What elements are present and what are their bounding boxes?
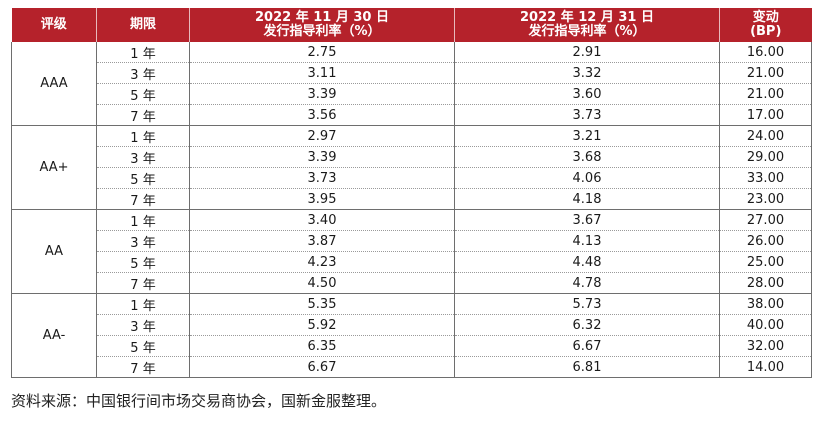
nov-rate-cell: 4.23	[189, 251, 455, 273]
header-nov-rate: 2022 年 11 月 30 日发行指导利率（%）	[189, 8, 455, 42]
term-cell: 3 年	[96, 146, 190, 168]
table-row: AA+ 1 年 2.97 3.21 24.00	[11, 125, 812, 210]
change-cell: 23.00	[719, 188, 812, 210]
change-cell: 16.00	[719, 42, 812, 63]
rating-cell: AA+	[11, 125, 97, 210]
nov-rate-cell: 3.56	[189, 104, 455, 126]
table-row: AAA 1 年 2.75 2.91 16.00	[11, 42, 812, 126]
change-cell: 32.00	[719, 335, 812, 357]
nov-rate-cell: 2.97	[189, 125, 455, 147]
term-cell: 5 年	[96, 251, 190, 273]
change-cell: 40.00	[719, 314, 812, 336]
rating-cell: AAA	[11, 42, 97, 126]
table-row: 5 年 4.23 4.48 25.00	[12, 251, 812, 273]
nov-rate-cell: 5.35	[189, 293, 455, 315]
dec-rate-cell: 2.91	[454, 42, 720, 63]
term-cell: 7 年	[96, 272, 190, 294]
change-cell: 21.00	[719, 62, 812, 84]
nov-rate-cell: 3.39	[189, 83, 455, 105]
term-cell: 5 年	[96, 167, 190, 189]
rating-cell: AA-	[11, 293, 97, 378]
term-cell: 5 年	[96, 335, 190, 357]
dec-rate-cell: 6.67	[454, 335, 720, 357]
nov-rate-cell: 3.39	[189, 146, 455, 168]
change-cell: 21.00	[719, 83, 812, 105]
term-cell: 5 年	[96, 83, 190, 105]
nov-rate-cell: 3.95	[189, 188, 455, 210]
change-cell: 14.00	[719, 356, 812, 378]
change-cell: 33.00	[719, 167, 812, 189]
nov-rate-cell: 6.67	[189, 356, 455, 378]
table-body: AAA 1 年 2.75 2.91 16.00 3 年 3.11 3.32 21.00 5 年 3.…	[11, 42, 812, 378]
dec-rate-cell: 4.06	[454, 167, 720, 189]
term-cell: 1 年	[96, 125, 190, 147]
table-row: 7 年 4.50 4.78 28.00	[12, 272, 812, 294]
table-row: AA- 1 年 5.35 5.73 38.00	[11, 293, 812, 378]
change-cell: 38.00	[719, 293, 812, 315]
change-cell: 25.00	[719, 251, 812, 273]
table-row: 7 年 3.56 3.73 17.00	[12, 104, 812, 126]
dec-rate-cell: 4.78	[454, 272, 720, 294]
dec-rate-cell: 4.13	[454, 230, 720, 252]
dec-rate-cell: 3.32	[454, 62, 720, 84]
rate-table: 评级 期限 2022 年 11 月 30 日发行指导利率（%） 2022 年 1…	[11, 8, 812, 378]
header-change: 变动 (BP)	[719, 8, 812, 42]
dec-rate-cell: 6.81	[454, 356, 720, 378]
term-cell: 3 年	[96, 230, 190, 252]
nov-rate-cell: 4.50	[189, 272, 455, 294]
source-note: 资料来源：中国银行间市场交易商协会，国新金服整理。	[11, 392, 387, 410]
change-cell: 29.00	[719, 146, 812, 168]
nov-rate-cell: 2.75	[189, 42, 455, 63]
nov-rate-cell: 3.87	[189, 230, 455, 252]
table-row: AA 1 年 3.40 3.67 27.00	[11, 209, 812, 294]
change-cell: 27.00	[719, 209, 812, 231]
nov-rate-cell: 3.11	[189, 62, 455, 84]
dec-rate-cell: 3.60	[454, 83, 720, 105]
nov-rate-cell: 3.73	[189, 167, 455, 189]
header-rating: 评级	[11, 8, 97, 42]
table-row: 5 年 6.35 6.67 32.00	[12, 335, 812, 357]
change-cell: 26.00	[719, 230, 812, 252]
dec-rate-cell: 3.21	[454, 125, 720, 147]
change-cell: 17.00	[719, 104, 812, 126]
header-dec-rate: 2022 年 12 月 31 日发行指导利率（%）	[454, 8, 720, 42]
term-cell: 7 年	[96, 188, 190, 210]
dec-rate-cell: 3.73	[454, 104, 720, 126]
nov-rate-cell: 3.40	[189, 209, 455, 231]
change-cell: 24.00	[719, 125, 812, 147]
term-cell: 3 年	[96, 314, 190, 336]
table-row: 5 年 3.73 4.06 33.00	[12, 167, 812, 189]
dec-rate-cell: 5.73	[454, 293, 720, 315]
rating-cell: AA	[11, 209, 97, 294]
dec-rate-cell: 3.67	[454, 209, 720, 231]
header-term: 期限	[96, 8, 190, 42]
table-row: 3 年 3.87 4.13 26.00	[12, 230, 812, 252]
nov-rate-cell: 6.35	[189, 335, 455, 357]
table-row: 3 年 3.11 3.32 21.00	[12, 62, 812, 84]
dec-rate-cell: 6.32	[454, 314, 720, 336]
table-header: 评级 期限 2022 年 11 月 30 日发行指导利率（%） 2022 年 1…	[11, 8, 812, 42]
table-row: 7 年 6.67 6.81 14.00	[12, 356, 812, 378]
change-cell: 28.00	[719, 272, 812, 294]
term-cell: 1 年	[96, 42, 190, 63]
dec-rate-cell: 4.48	[454, 251, 720, 273]
term-cell: 3 年	[96, 62, 190, 84]
term-cell: 1 年	[96, 209, 190, 231]
table-row: 3 年 5.92 6.32 40.00	[12, 314, 812, 336]
nov-rate-cell: 5.92	[189, 314, 455, 336]
table-row: 3 年 3.39 3.68 29.00	[12, 146, 812, 168]
table-row: 7 年 3.95 4.18 23.00	[12, 188, 812, 210]
term-cell: 7 年	[96, 104, 190, 126]
dec-rate-cell: 4.18	[454, 188, 720, 210]
table-row: 5 年 3.39 3.60 21.00	[12, 83, 812, 105]
dec-rate-cell: 3.68	[454, 146, 720, 168]
term-cell: 7 年	[96, 356, 190, 378]
term-cell: 1 年	[96, 293, 190, 315]
